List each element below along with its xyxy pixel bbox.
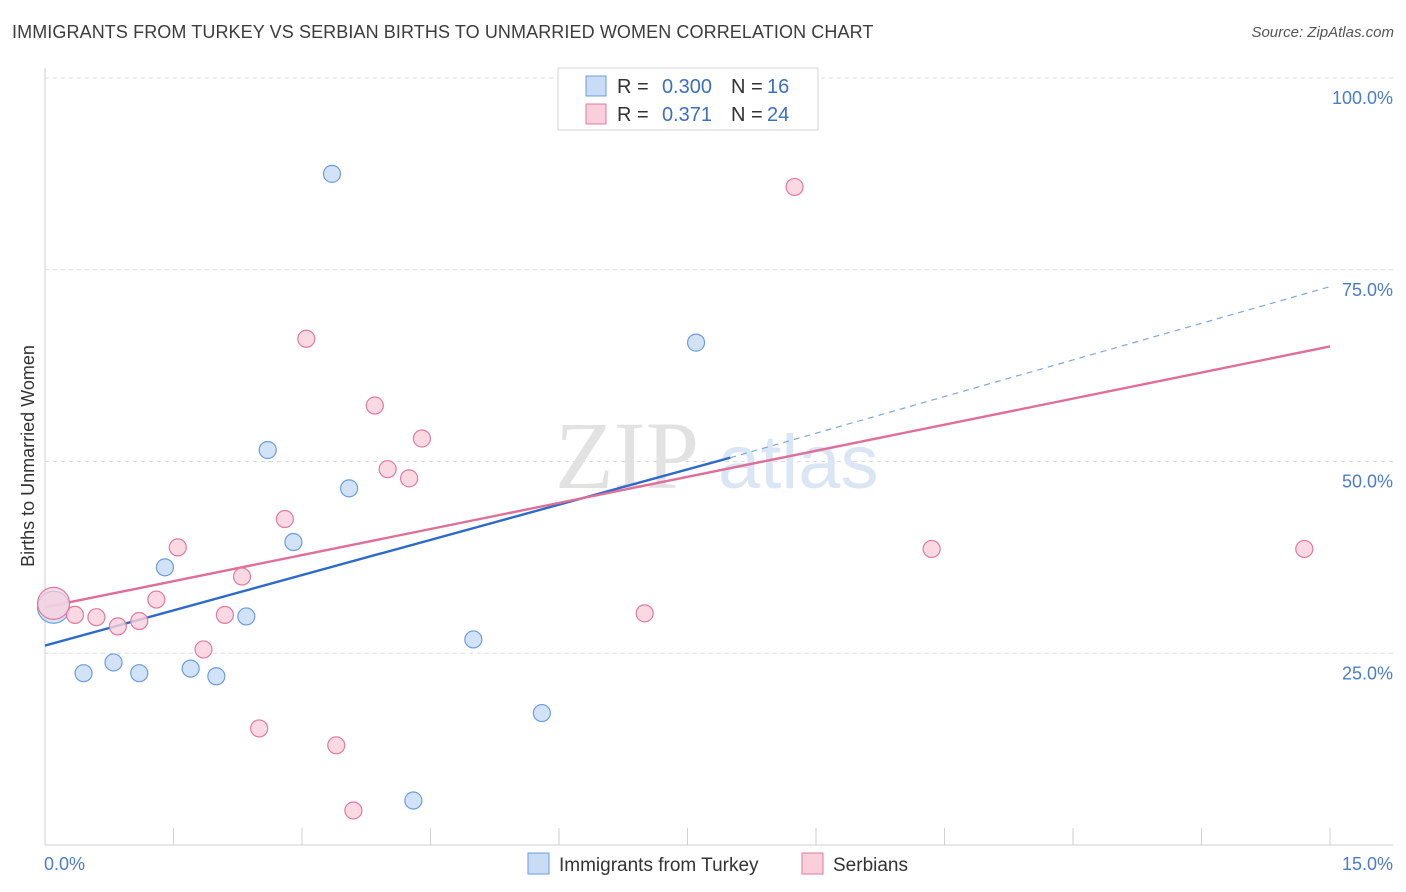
point-series-0-11 <box>340 479 359 498</box>
legend-r-label-0: R = <box>617 76 649 98</box>
point-series-1-4 <box>130 611 149 631</box>
legend-swatch-0 <box>585 75 607 97</box>
point-series-1-1 <box>65 605 85 625</box>
trend-line-extension-series-0 <box>730 286 1331 459</box>
point-series-1-0 <box>36 586 71 620</box>
point-series-0-2 <box>104 653 123 672</box>
point-series-1-21 <box>785 177 804 197</box>
legend-n-label-1: N = <box>731 104 763 126</box>
chart-title: IMMIGRANTS FROM TURKEY VS SERBIAN BIRTHS… <box>12 22 874 42</box>
point-series-0-10 <box>322 164 342 183</box>
point-series-0-1 <box>74 664 93 683</box>
point-series-1-5 <box>147 590 166 609</box>
grid-lines <box>45 77 1393 654</box>
trend-lines <box>44 286 1331 647</box>
point-series-0-3 <box>130 664 149 683</box>
trend-line-series-0 <box>44 456 731 647</box>
point-series-0-4 <box>155 558 175 577</box>
point-series-0-6 <box>207 667 226 686</box>
point-series-1-17 <box>399 469 419 488</box>
point-series-1-16 <box>378 460 397 479</box>
point-series-1-7 <box>194 640 213 659</box>
watermark: ZIP atlas <box>555 402 879 509</box>
point-series-0-14 <box>532 703 551 723</box>
legend-r-value-0: 0.300 <box>662 76 712 98</box>
point-series-1-3 <box>108 617 127 636</box>
point-series-1-22 <box>922 539 941 559</box>
legend-r-label-1: R = <box>617 104 649 126</box>
legend-n-value-0: 16 <box>767 76 789 98</box>
point-series-1-13 <box>327 736 346 755</box>
point-series-1-2 <box>87 608 106 627</box>
point-series-1-12 <box>297 329 316 348</box>
y-tick-label-3: 100.0% <box>1332 88 1393 108</box>
legend-r-value-1: 0.371 <box>662 104 712 126</box>
bottom-legend-swatch-1 <box>801 852 824 875</box>
point-series-0-5 <box>181 659 200 678</box>
bottom-legend-label-0: Immigrants from Turkey <box>559 855 759 876</box>
point-series-0-15 <box>686 333 706 352</box>
y-axis-title: Births to Unmarried Women <box>18 345 38 567</box>
watermark-atlas: atlas <box>718 420 879 505</box>
bottom-legend-label-1: Serbians <box>833 855 908 876</box>
point-series-0-9 <box>284 532 303 552</box>
tick-labels: 25.0% 50.0% 75.0% 100.0% 0.0% 15.0% Births to … <box>18 88 1393 874</box>
point-series-1-11 <box>275 509 294 529</box>
point-series-0-8 <box>258 440 277 460</box>
point-series-1-15 <box>365 396 384 415</box>
chart-source: Source: ZipAtlas.com <box>1251 24 1394 41</box>
legend-n-value-1: 24 <box>767 104 789 126</box>
legend-box: R = 0.300 N = 16 R = 0.371 N = 24 <box>557 67 819 131</box>
point-series-1-23 <box>1295 539 1314 559</box>
legend-swatch-1 <box>585 103 607 125</box>
bottom-legend-swatch-0 <box>527 852 550 875</box>
point-series-1-8 <box>215 605 234 625</box>
watermark-zip: ZIP <box>555 402 699 509</box>
point-series-0-13 <box>464 630 483 649</box>
legend-n-label-0: N = <box>731 76 763 98</box>
point-series-1-18 <box>412 429 432 448</box>
point-series-1-9 <box>232 567 252 586</box>
x-tick-label-0: 0.0% <box>44 854 85 874</box>
point-series-0-12 <box>404 791 423 810</box>
point-series-1-19 <box>635 604 654 623</box>
point-series-1-10 <box>250 719 269 738</box>
point-series-1-14 <box>344 801 363 820</box>
axes <box>44 68 1393 846</box>
y-tick-label-0: 25.0% <box>1342 663 1393 683</box>
bottom-legend: Immigrants from Turkey Serbians <box>527 852 908 876</box>
trend-line-series-1 <box>44 345 1331 609</box>
x-tick-label-1: 15.0% <box>1342 854 1393 874</box>
y-tick-label-2: 75.0% <box>1342 280 1393 300</box>
point-series-1-6 <box>168 538 187 557</box>
y-tick-label-1: 50.0% <box>1342 472 1393 492</box>
point-series-0-7 <box>237 607 256 626</box>
